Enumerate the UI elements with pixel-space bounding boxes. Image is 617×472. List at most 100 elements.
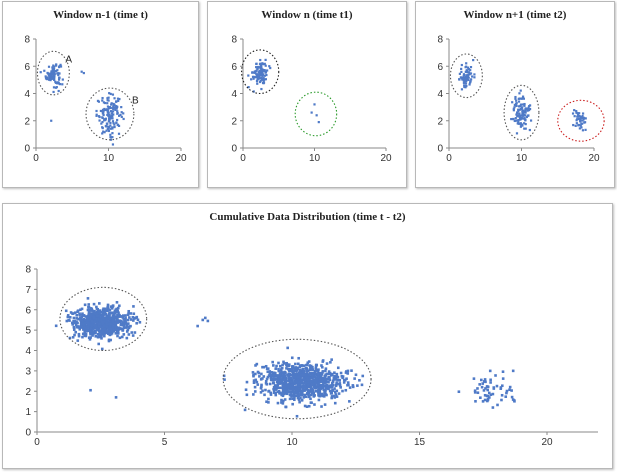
data-point — [96, 332, 100, 336]
data-point — [305, 363, 309, 367]
data-point — [296, 393, 300, 397]
data-point — [124, 321, 128, 324]
data-point — [196, 324, 199, 328]
data-point — [114, 311, 117, 315]
data-point — [113, 97, 116, 100]
data-point — [92, 320, 95, 323]
data-point — [81, 312, 84, 315]
data-point — [50, 71, 53, 74]
data-point — [521, 106, 524, 109]
data-point — [101, 116, 104, 119]
data-point — [90, 319, 94, 323]
data-point — [577, 123, 581, 127]
data-point — [94, 315, 98, 319]
data-point — [333, 387, 336, 390]
data-point — [243, 408, 247, 412]
data-point — [98, 319, 101, 322]
data-point — [297, 384, 301, 388]
data-point — [109, 92, 112, 96]
data-point — [458, 72, 461, 75]
data-point — [496, 403, 499, 407]
data-point — [75, 313, 79, 317]
data-point — [59, 63, 62, 66]
data-point — [293, 373, 297, 377]
x-tick-label: 15 — [414, 437, 426, 448]
data-point — [88, 312, 92, 315]
data-point — [263, 62, 266, 65]
data-point — [527, 106, 530, 109]
y-tick-label: 0 — [24, 144, 30, 155]
data-point — [517, 97, 520, 100]
data-point — [58, 83, 62, 86]
data-point — [345, 377, 348, 381]
data-point — [43, 69, 46, 72]
data-point — [294, 366, 298, 369]
data-point — [117, 314, 121, 317]
data-point — [301, 367, 304, 371]
chart-title: Window n-1 (time t) — [53, 9, 148, 21]
data-point — [103, 310, 106, 314]
data-point — [478, 383, 481, 386]
data-point — [73, 311, 77, 314]
y-tick-label: 4 — [24, 89, 30, 100]
data-point — [101, 127, 104, 130]
data-point — [330, 396, 333, 400]
data-point — [481, 400, 485, 403]
data-point — [307, 385, 311, 389]
data-point — [95, 312, 98, 315]
data-point — [269, 393, 273, 396]
data-point — [292, 366, 295, 370]
data-point — [271, 372, 275, 375]
data-point — [253, 390, 257, 393]
data-point — [324, 391, 327, 395]
data-point — [574, 124, 577, 127]
data-point — [459, 76, 462, 79]
data-point — [100, 320, 103, 324]
data-point — [517, 109, 520, 113]
data-point — [103, 131, 106, 134]
data-point — [256, 82, 259, 85]
data-point — [287, 385, 291, 389]
data-point — [72, 316, 76, 320]
data-point — [346, 369, 350, 373]
data-point — [338, 382, 342, 385]
data-point — [466, 74, 469, 78]
data-point — [131, 315, 135, 319]
data-point — [76, 339, 80, 342]
data-point — [304, 386, 307, 390]
data-point — [255, 75, 258, 79]
data-point — [56, 82, 59, 85]
data-point — [579, 119, 582, 123]
data-point — [283, 391, 286, 394]
data-point — [513, 119, 516, 123]
data-point — [280, 393, 283, 397]
y-tick-label: 4 — [25, 346, 31, 357]
data-point — [55, 64, 58, 67]
data-point — [296, 362, 300, 366]
data-point — [581, 114, 584, 118]
data-point — [338, 379, 341, 382]
data-point — [266, 367, 270, 370]
data-point — [252, 90, 255, 93]
data-point — [276, 401, 280, 405]
data-point — [98, 119, 101, 122]
data-point — [308, 383, 311, 387]
data-point — [295, 380, 298, 383]
data-point — [515, 99, 518, 102]
data-point — [482, 380, 486, 383]
data-point — [299, 373, 303, 377]
data-point — [121, 328, 125, 332]
data-point — [259, 386, 263, 390]
data-point — [510, 389, 513, 392]
data-point — [298, 365, 302, 369]
data-point — [100, 337, 103, 340]
data-point — [458, 78, 461, 81]
data-point — [324, 387, 328, 390]
data-point — [457, 390, 461, 394]
data-point — [89, 388, 92, 392]
data-point — [105, 314, 108, 318]
data-point — [109, 133, 112, 136]
data-point — [258, 66, 261, 69]
data-point — [252, 393, 255, 396]
data-point — [341, 389, 344, 393]
